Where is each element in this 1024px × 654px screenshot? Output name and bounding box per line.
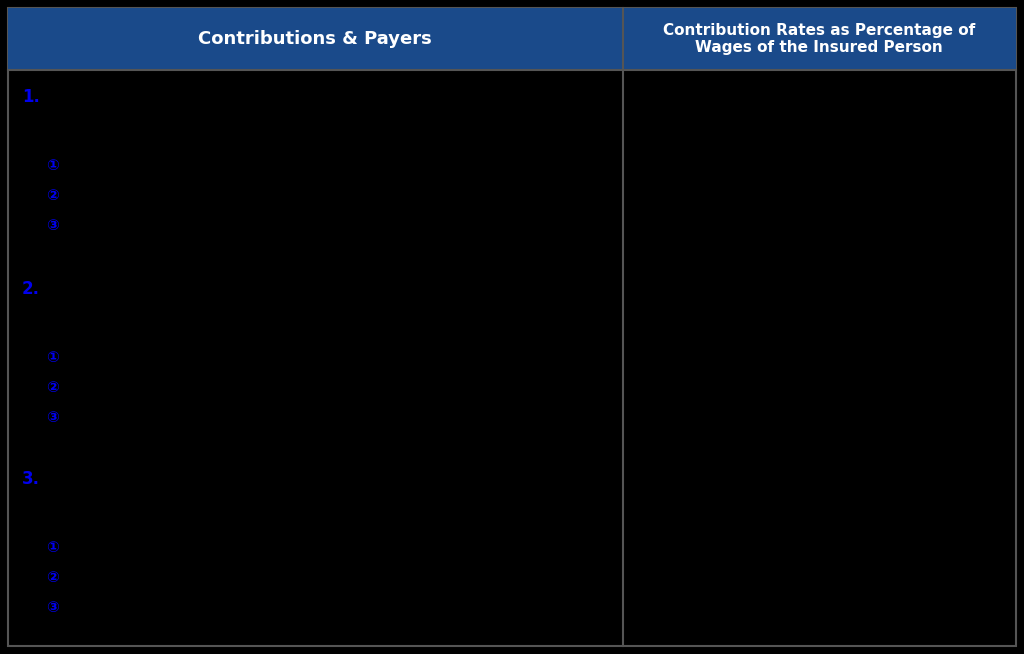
Text: Health Insurance:: Health Insurance: bbox=[50, 280, 172, 294]
Text: ①: ① bbox=[46, 158, 59, 173]
Text: Nil: Nil bbox=[810, 600, 828, 614]
Text: Employer: Employer bbox=[73, 188, 139, 202]
Text: ③: ③ bbox=[46, 218, 59, 233]
Text: Work Injuries Insurance:: Work Injuries Insurance: bbox=[50, 470, 217, 484]
Text: ③: ③ bbox=[46, 410, 59, 425]
Text: Insured Person (Employee): Insured Person (Employee) bbox=[73, 350, 259, 364]
Text: 0.5%: 0.5% bbox=[802, 410, 837, 424]
Bar bbox=[8, 8, 623, 70]
Text: ③: ③ bbox=[46, 600, 59, 615]
Text: 4.5%: 4.5% bbox=[802, 158, 837, 172]
Text: 3.: 3. bbox=[22, 470, 40, 488]
Text: Government: Government bbox=[73, 600, 160, 614]
Text: Insured Person (Employee): Insured Person (Employee) bbox=[73, 158, 259, 172]
Text: Employer: Employer bbox=[73, 570, 139, 584]
Text: Government: Government bbox=[73, 218, 160, 232]
Text: ②: ② bbox=[46, 188, 59, 203]
Text: Government: Government bbox=[73, 410, 160, 424]
Text: ②: ② bbox=[46, 570, 59, 585]
Bar bbox=[623, 8, 1016, 70]
Text: Nil: Nil bbox=[810, 540, 828, 554]
Text: Old-age, Invalidity and Survivors Insurance:: Old-age, Invalidity and Survivors Insura… bbox=[50, 88, 354, 102]
Text: 1.: 1. bbox=[22, 88, 40, 106]
Text: 1.5%: 1.5% bbox=[802, 218, 837, 232]
Text: 2.0%: 2.0% bbox=[802, 570, 837, 584]
Text: ①: ① bbox=[46, 540, 59, 555]
Text: 1.5%: 1.5% bbox=[802, 380, 837, 394]
Text: Employer: Employer bbox=[73, 380, 139, 394]
Text: ①: ① bbox=[46, 350, 59, 365]
Text: Contributions & Payers: Contributions & Payers bbox=[199, 30, 432, 48]
Text: 2.: 2. bbox=[22, 280, 40, 298]
Text: ②: ② bbox=[46, 380, 59, 395]
Text: Insured Person (Employee): Insured Person (Employee) bbox=[73, 540, 259, 554]
Text: 1.5%: 1.5% bbox=[802, 350, 837, 364]
Text: Contribution Rates as Percentage of
Wages of the Insured Person: Contribution Rates as Percentage of Wage… bbox=[664, 23, 976, 55]
Text: 4.5%: 4.5% bbox=[802, 188, 837, 202]
